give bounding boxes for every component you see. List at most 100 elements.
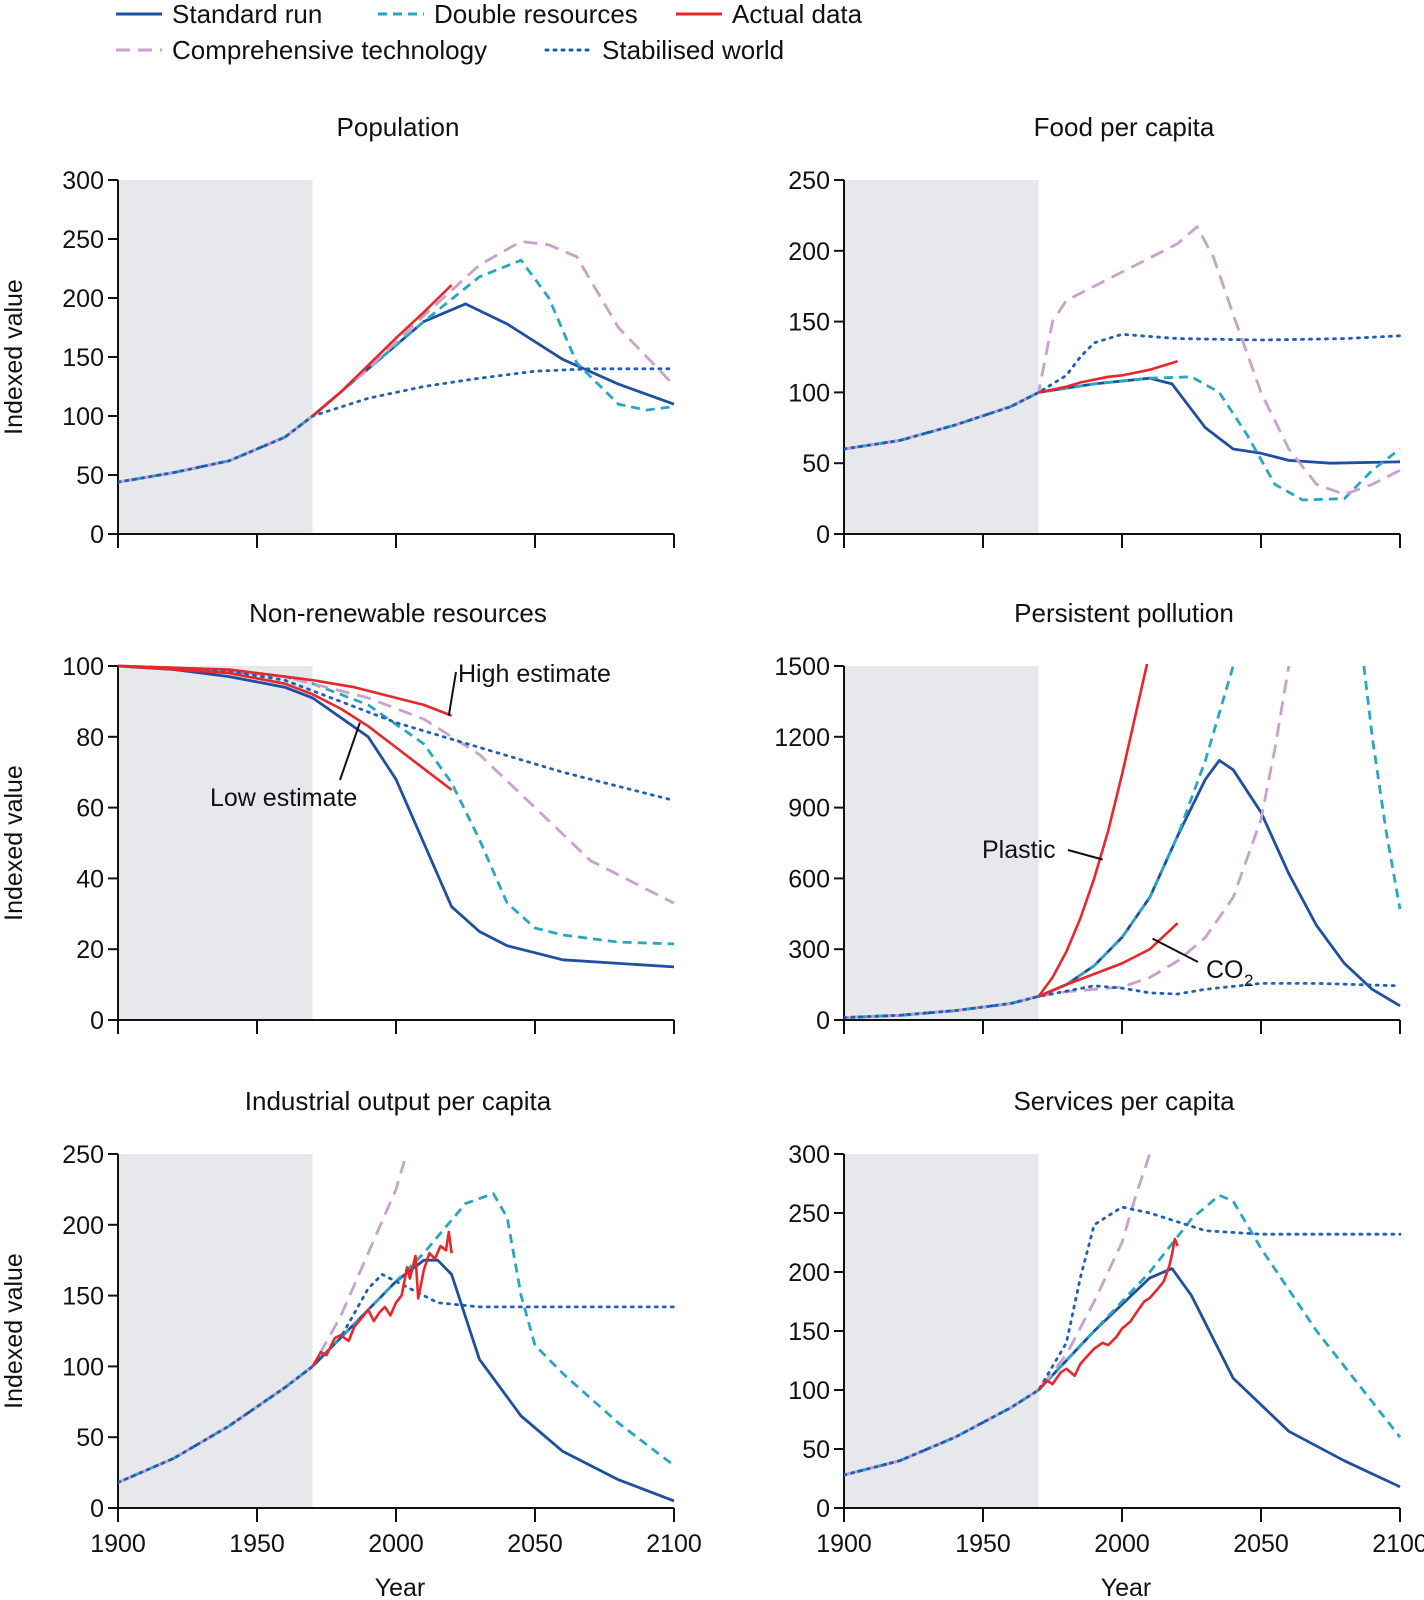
series-line-actual-data — [1037, 1237, 1179, 1391]
y-tick-label: 300 — [788, 936, 830, 964]
series-group — [844, 664, 1402, 1019]
legend-label-standard-run: Standard run — [172, 0, 322, 29]
annotation-label: Plastic — [982, 836, 1056, 864]
shaded-region — [118, 1154, 313, 1508]
x-tick-label: 1900 — [90, 1530, 146, 1558]
y-tick-label: 200 — [788, 1259, 830, 1287]
y-tick-label: 0 — [90, 521, 104, 549]
y-tick-label: 40 — [76, 865, 104, 893]
x-tick-label: 1900 — [816, 1530, 872, 1558]
y-tick-label: 50 — [802, 450, 830, 478]
series-line-stabilised-world — [118, 1273, 676, 1484]
y-tick-label: 0 — [816, 1495, 830, 1523]
shaded-region — [844, 180, 1039, 534]
series-group — [118, 664, 676, 969]
series-line-actual-data — [311, 284, 453, 417]
y-tick-label: 250 — [788, 1200, 830, 1228]
series-line-standard-run — [118, 1258, 675, 1503]
y-tick-label: 1500 — [774, 653, 830, 681]
x-tick-label: 1950 — [229, 1530, 285, 1558]
legend: Standard run Double resources Actual data C… — [116, 0, 863, 65]
series-line-stabilised-world — [118, 664, 676, 802]
y-tick-label: 0 — [90, 1495, 104, 1523]
y-tick-label: 200 — [62, 1212, 104, 1240]
y-tick-label: 50 — [76, 462, 104, 490]
y-tick-label: 20 — [76, 936, 104, 964]
annotation-leader — [1067, 849, 1103, 861]
y-tick-label: 150 — [788, 309, 830, 337]
y-tick-label: 100 — [62, 653, 104, 681]
series-line-actual-data — [118, 664, 453, 717]
series-group — [118, 1160, 676, 1503]
y-tick-label: 100 — [788, 379, 830, 407]
series-line-actual-data — [1037, 664, 1149, 998]
chart-panel-1: Food per capita 0 50 100 150 200 250 — [788, 112, 1402, 549]
shaded-region — [118, 666, 313, 1020]
shaded-region — [844, 666, 1039, 1020]
series-line-stabilised-world — [844, 332, 1402, 451]
y-tick-label: 250 — [62, 226, 104, 254]
chart-title: Services per capita — [1013, 1086, 1235, 1116]
y-tick-label: 250 — [788, 167, 830, 195]
y-axis-label: Indexed value — [0, 765, 28, 921]
y-tick-label: 150 — [788, 1318, 830, 1346]
y-tick-label: 100 — [788, 1377, 830, 1405]
y-tick-label: 300 — [62, 167, 104, 195]
annotation-subscript: 2 — [1244, 971, 1253, 990]
x-tick-label: 2050 — [1233, 1530, 1289, 1558]
x-tick-label: 2100 — [1372, 1530, 1424, 1558]
y-tick-label: 150 — [62, 1283, 104, 1311]
x-axis-label: Year — [375, 1574, 426, 1600]
series-line-standard-run — [118, 664, 675, 969]
x-tick-label: 2050 — [507, 1530, 563, 1558]
y-tick-label: 100 — [62, 1353, 104, 1381]
series-line-stabilised-world — [844, 1205, 1402, 1477]
x-tick-label: 1950 — [955, 1530, 1011, 1558]
y-tick-label: 50 — [802, 1436, 830, 1464]
y-tick-label: 900 — [788, 795, 830, 823]
chart-panel-5: Services per capita 0 50 100 150 200 250 300 190… — [788, 1086, 1424, 1600]
shaded-region — [844, 1154, 1039, 1508]
y-tick-label: 50 — [76, 1424, 104, 1452]
annotation-leader — [447, 671, 457, 716]
series-line-actual-data — [1038, 922, 1179, 998]
chart-panel-0: Population 0 50 100 150 200 250 300 Indexed valu… — [0, 112, 676, 549]
y-axis-label: Indexed value — [0, 1253, 28, 1409]
shaded-region — [118, 180, 313, 534]
y-tick-label: 600 — [788, 865, 830, 893]
legend-label-actual-data: Actual data — [732, 0, 863, 29]
legend-label-comprehensive-technology: Comprehensive technology — [172, 35, 487, 65]
annotation-leader — [1152, 937, 1199, 963]
series-line-comprehensive-technology — [844, 1153, 1152, 1477]
y-tick-label: 0 — [816, 521, 830, 549]
series-group — [844, 225, 1402, 502]
series-line-actual-data — [311, 1230, 453, 1368]
y-tick-label: 300 — [788, 1141, 830, 1169]
y-tick-label: 0 — [90, 1007, 104, 1035]
chart-title: Food per capita — [1034, 112, 1215, 142]
annotation-leader — [339, 722, 361, 781]
y-tick-label: 200 — [62, 285, 104, 313]
chart-title: Persistent pollution — [1014, 598, 1234, 628]
chart-panel-4: Industrial output per capita 0 50 100 150 200… — [0, 1086, 702, 1600]
x-tick-label: 2100 — [646, 1530, 702, 1558]
series-group — [118, 240, 676, 484]
series-line-double-resources — [1362, 665, 1402, 910]
series-line-double-resources — [118, 1192, 675, 1484]
series-line-stabilised-world — [844, 982, 1402, 1019]
chart-title: Industrial output per capita — [245, 1086, 552, 1116]
y-tick-label: 60 — [76, 795, 104, 823]
annotation-label: Low estimate — [210, 784, 357, 812]
series-line-stabilised-world — [118, 367, 676, 484]
y-axis-label: Indexed value — [0, 279, 28, 435]
y-tick-label: 100 — [62, 403, 104, 431]
legend-label-stabilised-world: Stabilised world — [602, 35, 784, 65]
annotation-label: High estimate — [458, 660, 611, 688]
chart-panel-2: Non-renewable resources 0 20 40 60 80 100 Index… — [0, 598, 676, 1035]
y-tick-label: 250 — [62, 1141, 104, 1169]
chart-title: Population — [337, 112, 460, 142]
series-line-double-resources — [844, 375, 1401, 502]
legend-label-double-resources: Double resources — [434, 0, 638, 29]
